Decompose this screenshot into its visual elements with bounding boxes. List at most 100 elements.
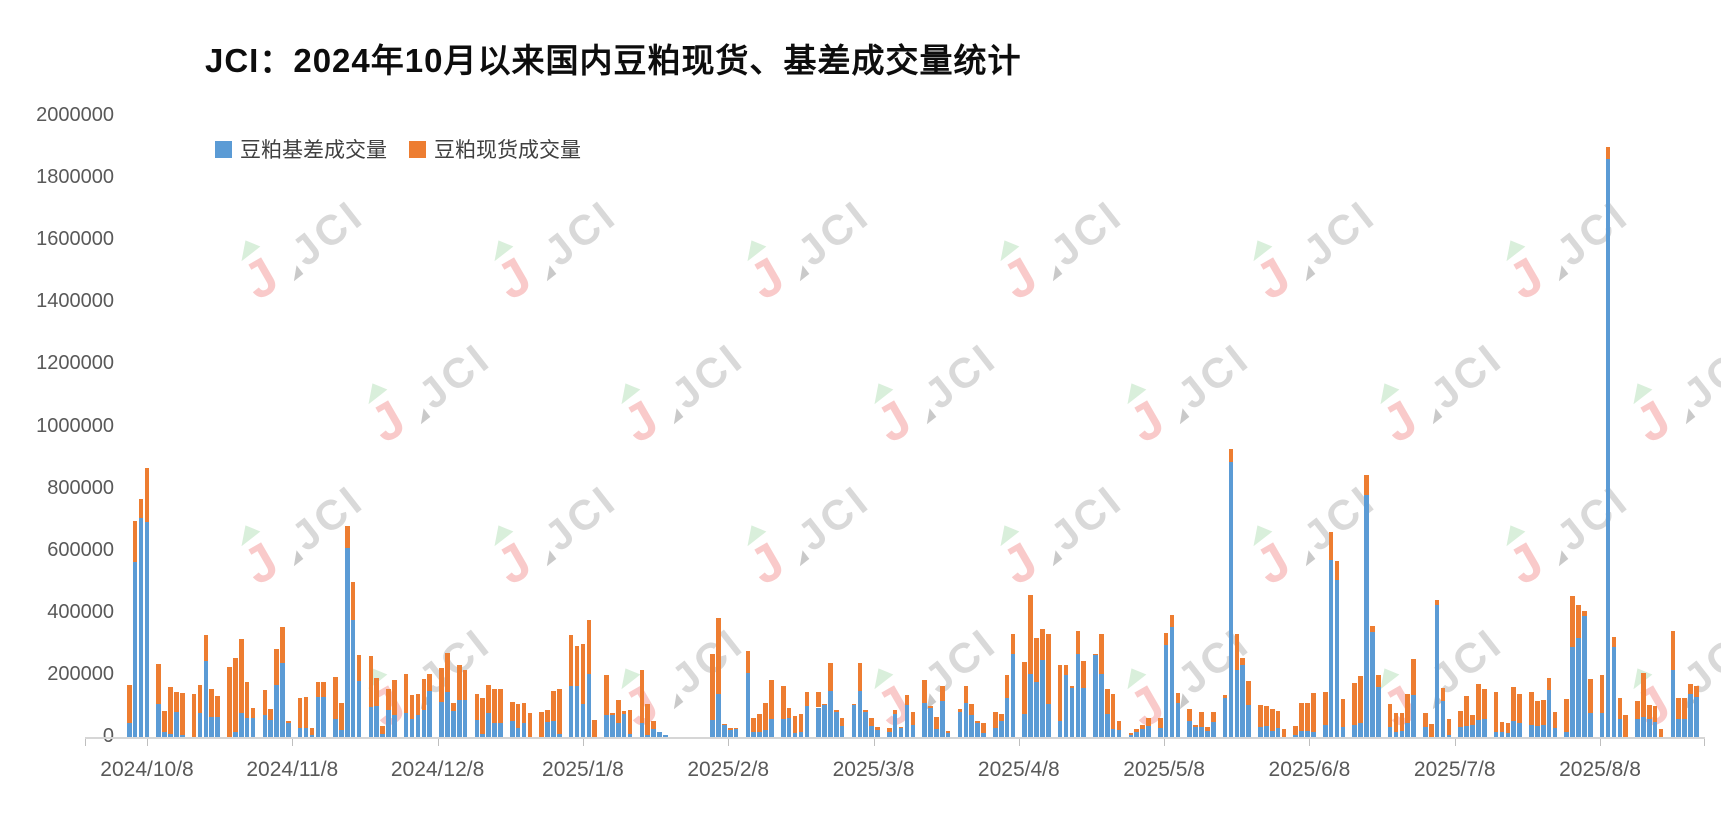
- bar-spot-segment: [1334, 560, 1340, 580]
- watermark-j-icon: J: [739, 531, 795, 597]
- bar-basis-segment: [1499, 731, 1505, 737]
- bar-basis-segment: [757, 732, 762, 737]
- bar-basis-segment: [1564, 732, 1570, 737]
- bar-spot-segment: [350, 581, 356, 621]
- bar-basis-segment: [274, 685, 279, 737]
- bar-spot-segment: [545, 709, 550, 723]
- bar-spot-segment: [356, 654, 362, 682]
- bar-basis-segment: [409, 718, 415, 737]
- y-axis-label: 400000: [47, 600, 114, 623]
- bar-basis-segment: [1311, 731, 1316, 737]
- watermark-j-icon: J: [486, 531, 542, 597]
- bar-basis-segment: [233, 731, 238, 737]
- bar-basis-segment: [981, 733, 986, 737]
- bar-spot-segment: [197, 685, 203, 714]
- bar-basis-segment: [574, 686, 580, 737]
- bar-spot-segment: [798, 714, 804, 733]
- bar-spot-segment: [1358, 676, 1363, 724]
- bar-spot-segment: [869, 717, 874, 727]
- watermark-text: JCI: [662, 618, 753, 703]
- bar-basis-segment: [451, 710, 456, 737]
- bar-basis-segment: [203, 660, 209, 737]
- bar-basis-segment: [1246, 705, 1251, 737]
- bar-spot-segment: [586, 620, 592, 674]
- bar-spot-segment: [1576, 605, 1581, 638]
- bar-basis-segment: [1364, 494, 1369, 737]
- bar-basis-segment: [745, 673, 751, 737]
- bar-basis-segment: [1104, 713, 1110, 737]
- bar-spot-segment: [1046, 633, 1051, 705]
- bar-basis-segment: [1328, 560, 1334, 737]
- bar-basis-segment: [798, 732, 804, 737]
- bar-spot-segment: [1482, 689, 1487, 720]
- bar-spot-segment: [733, 727, 739, 729]
- bar-spot-segment: [769, 679, 774, 719]
- bar-spot-segment: [993, 711, 998, 729]
- bar-spot-segment: [1305, 702, 1310, 731]
- y-axis-label: 1400000: [36, 290, 114, 313]
- bar-basis-segment: [521, 723, 527, 737]
- bar-basis-segment: [1199, 727, 1204, 737]
- bar-spot-segment: [1387, 704, 1393, 727]
- bar-basis-segment: [822, 705, 827, 737]
- bar-spot-segment: [839, 717, 845, 727]
- bar-spot-segment: [1635, 700, 1640, 720]
- bar-basis-segment: [1611, 646, 1617, 737]
- bar-basis-segment: [486, 713, 491, 737]
- watermark-text: JCI: [1674, 333, 1721, 418]
- bar-spot-segment: [1440, 688, 1446, 701]
- bar-basis-segment: [780, 718, 786, 737]
- watermark-j-icon: J: [1498, 246, 1554, 312]
- bar-spot-segment: [403, 674, 409, 714]
- bar-basis-segment: [663, 735, 668, 737]
- bar-basis-segment: [1299, 730, 1304, 737]
- bar-spot-segment: [639, 669, 645, 723]
- bar-basis-segment: [174, 711, 179, 737]
- bar-basis-segment: [1440, 700, 1446, 737]
- bar-basis-segment: [1110, 728, 1116, 737]
- bar-basis-segment: [863, 711, 869, 737]
- bar-basis-segment: [1588, 713, 1593, 737]
- x-axis-line: [85, 737, 1705, 739]
- bar-basis-segment: [209, 717, 215, 737]
- bar-basis-segment: [1228, 461, 1234, 737]
- bar-basis-segment: [132, 561, 138, 737]
- watermark-dot-icon: [1299, 265, 1316, 282]
- bar-basis-segment: [792, 732, 798, 737]
- bar-basis-segment: [710, 719, 715, 737]
- bar-spot-segment: [1034, 637, 1039, 683]
- bar-basis-segment: [1028, 674, 1033, 737]
- bar-spot-segment: [209, 689, 215, 718]
- bar-spot-segment: [486, 685, 491, 714]
- bar-spot-segment: [180, 692, 185, 736]
- bar-spot-segment: [751, 718, 757, 733]
- bar-basis-segment: [180, 735, 185, 737]
- bar-basis-segment: [1405, 723, 1411, 737]
- watermark-j-icon: J: [1119, 389, 1175, 455]
- bar-spot-segment: [1652, 705, 1658, 723]
- bar-basis-segment: [250, 718, 256, 737]
- bar-basis-segment: [610, 715, 615, 737]
- bar-spot-segment: [138, 499, 144, 519]
- bar-spot-segment: [1370, 626, 1375, 632]
- bar-spot-segment: [1293, 726, 1299, 736]
- bar-basis-segment: [1399, 730, 1405, 737]
- bar-basis-segment: [945, 733, 951, 737]
- bar-spot-segment: [309, 728, 315, 736]
- bar-basis-segment: [1340, 726, 1346, 737]
- watermark-green-triangle-icon: [865, 378, 894, 405]
- x-axis-label: 2024/10/8: [100, 758, 194, 781]
- bar-spot-segment: [1010, 633, 1016, 655]
- bar-spot-segment: [439, 668, 444, 702]
- bar-basis-segment: [127, 723, 132, 737]
- bar-basis-segment: [1040, 659, 1045, 737]
- watermark-text: JCI: [915, 333, 1006, 418]
- bar-spot-segment: [727, 728, 733, 730]
- bar-spot-segment: [280, 627, 285, 664]
- bar-basis-segment: [586, 673, 592, 737]
- bar-basis-segment: [1163, 645, 1169, 737]
- bar-spot-segment: [1464, 696, 1469, 727]
